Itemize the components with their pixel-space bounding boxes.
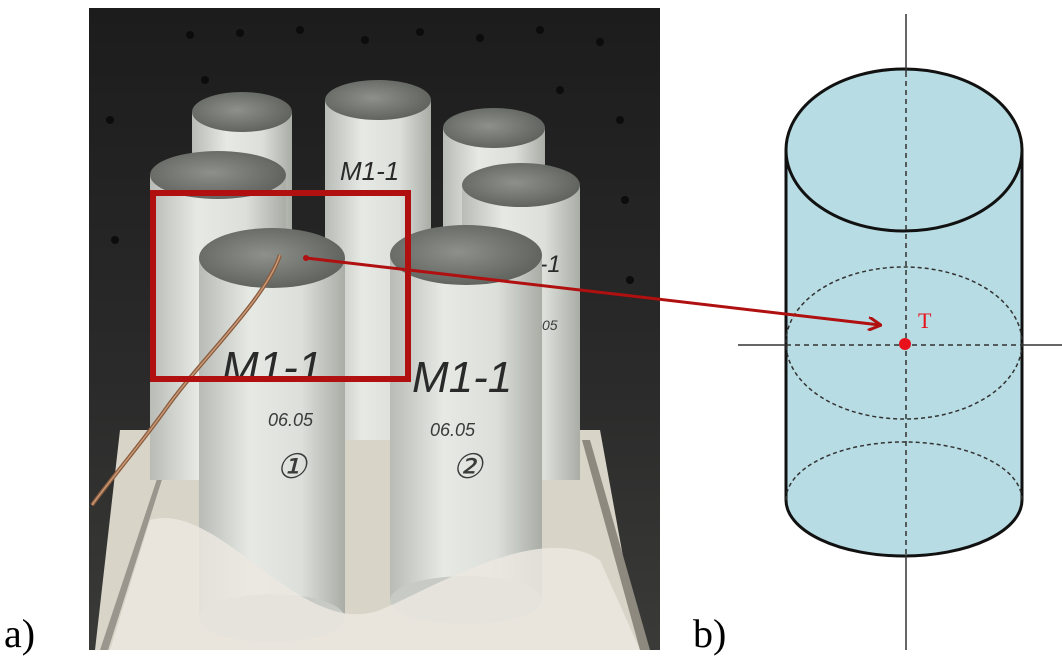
connector-start <box>303 255 309 261</box>
oven-wall-holes <box>106 26 634 284</box>
highlight-box <box>150 190 411 382</box>
cylinder-diagram: T <box>738 14 1062 650</box>
thermocouple-wire-highlight <box>91 254 281 506</box>
panel-label-b: b) <box>693 611 726 656</box>
front-left-specimen-label: M1-1 <box>222 343 322 392</box>
bottom-section-dashed <box>785 441 1023 501</box>
front-left-specimen-number: ① <box>276 448 308 486</box>
specimen-front-right: M1-1 06.05 ② <box>390 225 542 624</box>
side-specimen-date: 05 <box>542 317 558 333</box>
measurement-point <box>899 338 911 350</box>
specimen-photo: M1-1 1-1 05 M1-1 06.05 ① <box>89 8 660 650</box>
front-left-specimen-date: 06.05 <box>268 410 314 430</box>
panel-label-a: a) <box>4 611 35 656</box>
front-right-specimen-number: ② <box>452 448 484 486</box>
connector-arrow <box>305 256 880 325</box>
front-right-specimen-date: 06.05 <box>430 420 476 440</box>
tray-rim <box>100 470 165 650</box>
front-right-specimen-label: M1-1 <box>412 353 512 402</box>
tray-rim-right <box>582 440 650 650</box>
specimen-front-left: M1-1 06.05 ① <box>199 228 345 642</box>
cylinder-body <box>784 148 1024 558</box>
cylinder-top <box>784 67 1024 233</box>
powder <box>110 518 640 650</box>
point-label: T <box>918 308 932 333</box>
background-specimen-label: M1-1 <box>340 156 399 186</box>
middle-section-ellipse <box>785 266 1023 420</box>
